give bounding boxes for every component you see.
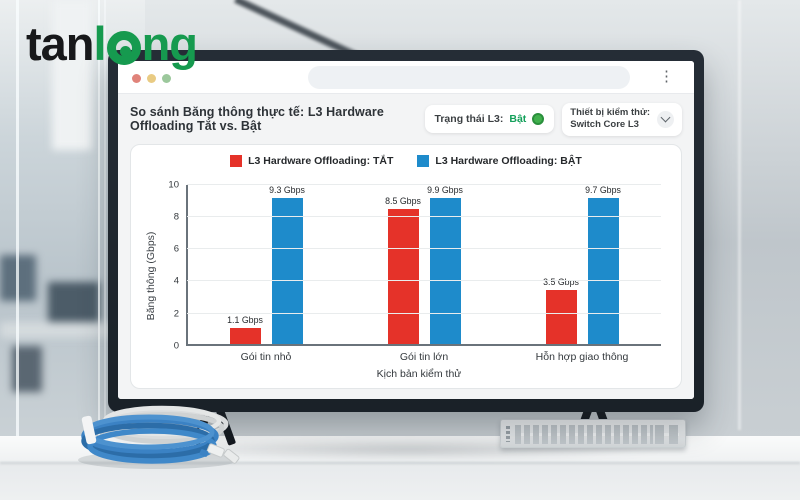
- y-tick-label: 4: [173, 275, 179, 287]
- device-label: Thiết bị kiểm thử:: [570, 107, 650, 118]
- category-label: Gói tin lớn: [399, 351, 449, 363]
- chart-body: Băng thông (Gbps) 1.1 Gbps 9.3 Gbps Gói ti…: [145, 179, 667, 366]
- logo-text-tan: tan: [26, 17, 94, 70]
- l3-status-chip[interactable]: Trạng thái L3: Bật: [424, 105, 555, 134]
- glass-panel-line: [98, 0, 100, 460]
- chart-legend: L3 Hardware Offloading: TẮT L3 Hardware O…: [145, 154, 667, 167]
- blurred-monitor-silhouette: [48, 282, 100, 322]
- bar-holder: 9.3 Gbps: [269, 184, 305, 346]
- monitor: ⋮ So sánh Băng thông thực tế: L3 Hardwar…: [108, 50, 704, 412]
- device-value: Switch Core L3: [570, 119, 639, 131]
- glass-panel-line: [16, 0, 19, 460]
- wall-corner-line: [738, 0, 741, 430]
- window-minimize-button[interactable]: [147, 74, 156, 83]
- desk-front-edge: [0, 462, 800, 464]
- bar-holder: 9.7 Gbps: [585, 184, 621, 346]
- logo-o-icon: [106, 30, 141, 65]
- plot-area: 1.1 Gbps 9.3 Gbps Gói tin nhỏ 8.5 Gbps 9.9 G…: [168, 179, 661, 363]
- window-controls: [132, 74, 171, 83]
- bar: [587, 197, 619, 346]
- category-label: Hỗn hợp giao thông: [535, 351, 629, 363]
- bar-value-label: 9.3 Gbps: [269, 184, 305, 195]
- bar-value-label: 8.5 Gbps: [385, 195, 421, 206]
- device-selector[interactable]: Thiết bị kiểm thử: Switch Core L3: [562, 103, 682, 136]
- tanlong-logo: tan l ng: [26, 16, 198, 71]
- blurred-desk: [0, 322, 120, 338]
- blue-cable-coil: [81, 414, 219, 464]
- y-axis-title: Băng thông (Gbps): [145, 230, 157, 320]
- cable-tie: [81, 415, 97, 445]
- blurred-pillar: [52, 0, 92, 150]
- window-close-button[interactable]: [132, 74, 141, 83]
- ethernet-cables: [78, 405, 240, 469]
- bar-holder: 3.5 Gbps: [543, 185, 579, 346]
- legend-label: L3 Hardware Offloading: TẮT: [248, 154, 394, 167]
- legend-swatch: [230, 154, 243, 167]
- legend-item: L3 Hardware Offloading: BẬT: [417, 154, 582, 167]
- rj45-connectors: [199, 443, 240, 464]
- gridline: [187, 280, 661, 282]
- category-label: Gói tin nhỏ: [240, 351, 292, 363]
- bar-group: 3.5 Gbps 9.7 Gbps: [503, 185, 661, 346]
- y-tick-label: 6: [173, 243, 179, 255]
- y-tick-label: 2: [173, 308, 179, 320]
- page-title: So sánh Băng thông thực tế: L3 Hardware …: [130, 105, 384, 134]
- gridline: [187, 248, 661, 250]
- y-tick-label: 0: [173, 340, 179, 352]
- address-bar[interactable]: [308, 66, 630, 89]
- bar-value-label: 1.1 Gbps: [227, 315, 263, 326]
- gridline: [187, 312, 661, 314]
- bar-holder: 1.1 Gbps: [227, 185, 263, 346]
- gridline: [187, 183, 661, 185]
- network-switch-device: [500, 419, 686, 448]
- dashboard-page: So sánh Băng thông thực tế: L3 Hardware …: [118, 94, 694, 399]
- bar: [271, 197, 303, 346]
- chevron-down-icon: [660, 112, 671, 123]
- bar-group: 8.5 Gbps 9.9 Gbps: [345, 185, 503, 346]
- bar-value-label: 9.9 Gbps: [427, 184, 463, 195]
- status-value: Bật: [509, 113, 527, 126]
- bar: [387, 208, 419, 346]
- bar-group: 1.1 Gbps 9.3 Gbps: [187, 185, 345, 346]
- browser-menu-icon[interactable]: ⋮: [659, 68, 674, 85]
- x-axis-line: [187, 344, 661, 346]
- bar-value-label: 9.7 Gbps: [585, 184, 621, 195]
- switch-ethernet-ports: [515, 425, 653, 444]
- switch-uplink-ports: [655, 425, 679, 444]
- screen: ⋮ So sánh Băng thông thực tế: L3 Hardwar…: [118, 61, 694, 399]
- logo-text-ng: ng: [141, 17, 198, 70]
- bar: [545, 289, 577, 346]
- switch-status-leds: [506, 426, 510, 442]
- device-selector-text: Thiết bị kiểm thử: Switch Core L3: [570, 107, 650, 132]
- bar-holder: 8.5 Gbps: [385, 185, 421, 346]
- page-header: So sánh Băng thông thực tế: L3 Hardware …: [130, 103, 682, 136]
- status-label: Trạng thái L3:: [434, 113, 504, 126]
- glass-panel-line: [104, 0, 106, 460]
- window-maximize-button[interactable]: [162, 74, 171, 83]
- bar: [429, 197, 461, 346]
- gridline: [187, 215, 661, 217]
- chevron-down-button[interactable]: [657, 110, 674, 128]
- y-tick-label: 8: [173, 211, 179, 223]
- x-axis-title: Kịch bản kiểm thử: [376, 368, 462, 380]
- y-axis-line: [186, 184, 188, 346]
- bar: [229, 328, 261, 346]
- bar-chart: 1.1 Gbps 9.3 Gbps Gói tin nhỏ 8.5 Gbps 9.9 G…: [187, 185, 661, 363]
- bar-holder: 9.9 Gbps: [427, 184, 463, 346]
- legend-item: L3 Hardware Offloading: TẮT: [230, 154, 394, 167]
- chart-card: L3 Hardware Offloading: TẮT L3 Hardware O…: [130, 143, 682, 389]
- logo-text-l: l: [93, 17, 107, 70]
- legend-swatch: [417, 154, 430, 167]
- y-tick-label: 10: [168, 179, 179, 191]
- legend-label: L3 Hardware Offloading: BẬT: [435, 154, 582, 167]
- bar-value-label: 3.5 Gbps: [543, 276, 579, 287]
- browser-toolbar: ⋮: [118, 61, 694, 94]
- status-on-dot-icon: [532, 113, 545, 126]
